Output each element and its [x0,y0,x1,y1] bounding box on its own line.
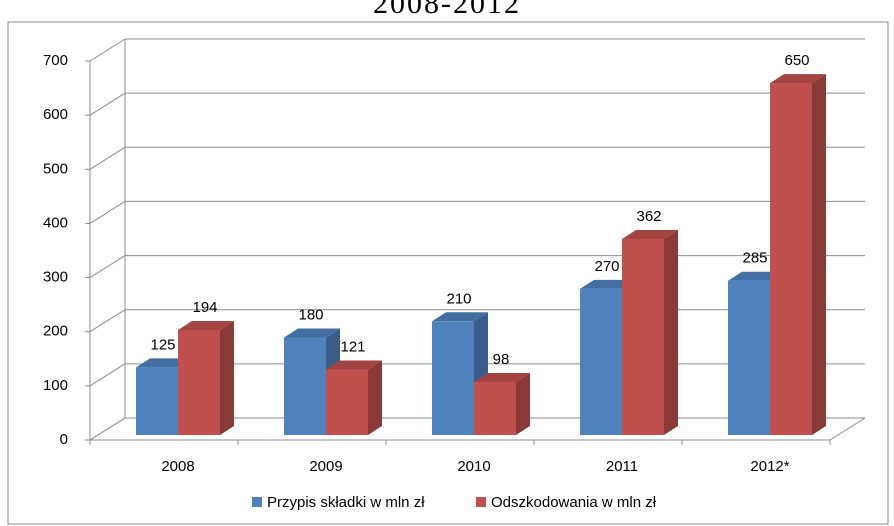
bar [432,321,474,435]
data-label: 270 [594,258,619,275]
bar [326,369,368,435]
title-backdrop [360,0,560,20]
bar [622,239,664,435]
grid-line [89,255,126,278]
bar-side [220,320,234,435]
grid-line [89,309,126,333]
bar-top [432,312,488,322]
data-label: 210 [446,290,471,307]
data-label: 125 [150,336,175,353]
bar-side [516,372,530,435]
grid-line [89,201,126,224]
grid-line [89,417,126,441]
data-label: 285 [742,250,767,267]
legend-swatch [476,497,486,507]
legend-label: Odszkodowania w mln zł [491,494,657,511]
bar [728,280,770,435]
floor-right [829,417,866,441]
bar [136,367,178,435]
data-label: 362 [636,208,661,225]
data-label: 180 [298,307,323,324]
bar [580,288,622,435]
x-tick-label: 2008 [161,458,194,475]
data-label: 98 [493,351,510,368]
bar [178,329,220,435]
bar-top [326,360,382,370]
y-tick-label: 0 [60,431,68,448]
x-tick-label: 2010 [457,458,490,475]
y-tick-label: 100 [43,377,68,394]
bar-top [474,372,530,382]
bar-side [812,74,826,436]
x-tick-label: 2009 [309,458,342,475]
bar-side [368,360,382,435]
y-tick-label: 200 [43,323,68,340]
bar [770,83,812,436]
chart-frame [7,21,889,525]
data-label: 650 [784,52,809,69]
legend-label: Przypis składki w mln zł [267,494,425,511]
grid-line [89,146,126,170]
chart-title: 2008-2012 [373,0,521,20]
data-label: 121 [340,338,365,355]
bar-top [178,320,234,330]
x-tick-label: 2012* [750,458,789,475]
y-tick-label: 400 [43,214,68,231]
bar-top [770,74,826,84]
grid-line [89,38,126,62]
bar-side [664,230,678,435]
bar [284,337,326,435]
grid-line [89,363,126,387]
grid-line [89,92,126,116]
y-tick-label: 700 [43,52,68,69]
legend-swatch [252,497,262,507]
x-tick-label: 2011 [606,458,638,475]
bar-top [284,328,340,338]
bar-top [622,230,678,240]
data-label: 194 [192,299,217,316]
y-tick-label: 500 [43,160,68,177]
bar [474,381,516,435]
y-tick-label: 300 [43,269,68,286]
y-tick-label: 600 [43,106,68,123]
